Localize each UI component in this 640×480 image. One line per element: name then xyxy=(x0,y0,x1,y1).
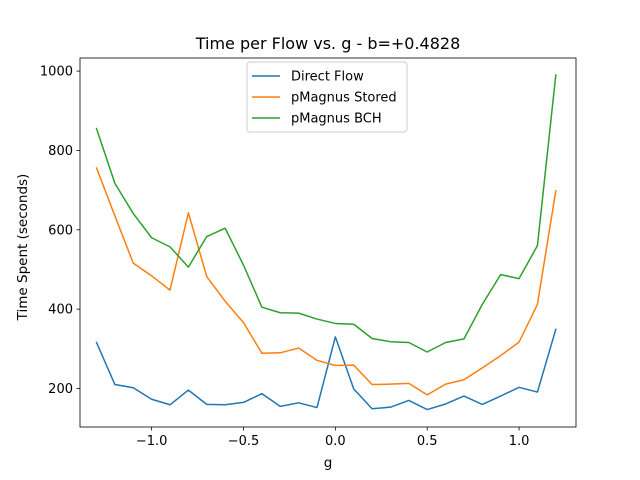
y-tick-label: 1000 xyxy=(40,65,73,80)
legend-label-pmagnus-stored: pMagnus Stored xyxy=(291,91,397,106)
x-tick-label: 1.0 xyxy=(509,434,530,449)
series-line-pmagnus-stored xyxy=(95,166,557,396)
y-tick-label: 200 xyxy=(48,382,73,397)
series-line-pmagnus-bch xyxy=(95,74,557,353)
x-tick-label: 0.0 xyxy=(325,434,346,449)
legend-label-pmagnus-bch: pMagnus BCH xyxy=(291,112,382,127)
y-tick-label: 400 xyxy=(48,303,73,318)
legend-label-direct-flow: Direct Flow xyxy=(291,70,364,85)
y-tick-label: 600 xyxy=(48,223,73,238)
y-axis-label: Time Spent (seconds) xyxy=(15,174,31,322)
axes-frame xyxy=(79,57,577,428)
x-tick-label: −0.5 xyxy=(228,434,260,449)
axes: −1.0 −0.5 0.0 0.5 1.0 200 400 600 800 1000 xyxy=(40,57,577,449)
x-tick-label: 0.5 xyxy=(417,434,438,449)
legend: Direct Flow pMagnus Stored pMagnus BCH xyxy=(246,61,408,133)
chart-title: Time per Flow vs. g - b=+0.4828 xyxy=(195,34,461,53)
legend-box xyxy=(246,61,408,133)
x-tick-label: −1.0 xyxy=(136,434,168,449)
x-axis-label: g xyxy=(324,455,333,471)
series-line-direct-flow xyxy=(95,328,557,411)
y-tick-label: 800 xyxy=(48,144,73,159)
series-lines xyxy=(95,74,557,411)
